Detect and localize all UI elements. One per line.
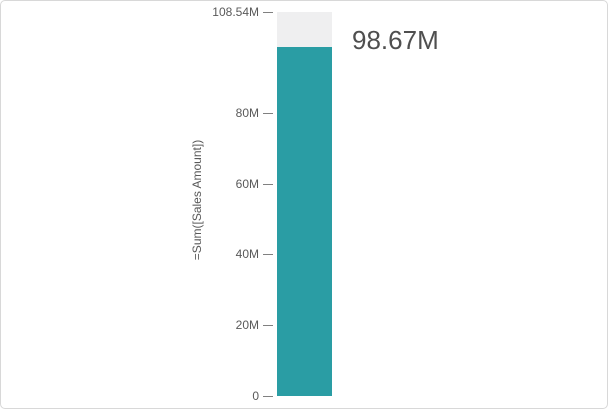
tick-mark — [263, 112, 273, 114]
sales-amount-bar[interactable] — [277, 46, 332, 396]
tick-label: 60M — [235, 176, 259, 191]
tick-label: 20M — [235, 318, 259, 333]
tick-mark — [263, 183, 273, 185]
tick-mark — [263, 12, 273, 13]
tick-label: 40M — [235, 247, 259, 262]
tick-label: 0 — [252, 389, 259, 403]
y-axis-title: =Sum([Sales Amount]) — [190, 139, 204, 261]
value-label: 98.67M — [352, 25, 439, 55]
tick-mark — [263, 325, 273, 327]
tick-label: 80M — [235, 105, 259, 120]
bar-track — [277, 12, 332, 396]
tick-label: 108.54M — [212, 5, 259, 19]
tick-mark — [263, 254, 273, 256]
tick-mark — [263, 396, 273, 397]
